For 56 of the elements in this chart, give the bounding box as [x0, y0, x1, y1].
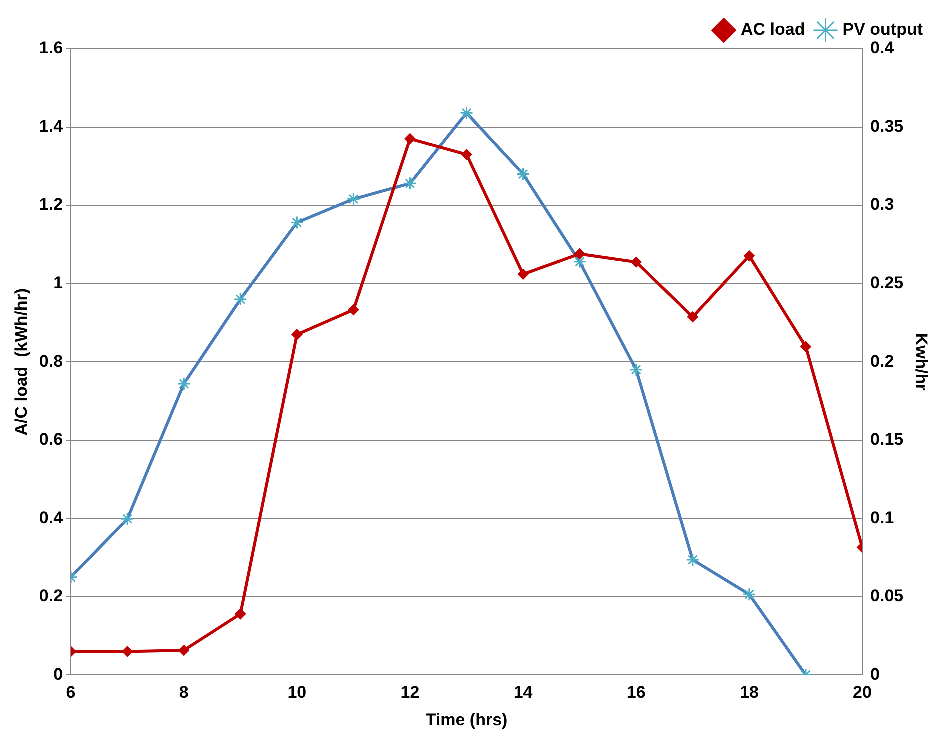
x-tick-label: 8: [179, 683, 189, 702]
y2-tick-label: 0.4: [870, 38, 895, 58]
y-tick-label: 0: [54, 664, 64, 684]
y-tick-label: 0.8: [39, 352, 64, 371]
point: [235, 608, 246, 620]
point: [516, 167, 530, 181]
x-axis-title: Time (hrs): [426, 710, 508, 730]
point: [120, 512, 134, 526]
point: [800, 341, 812, 352]
point: [518, 268, 529, 280]
point: [348, 304, 360, 316]
y2-tick-label: 0.1: [870, 508, 894, 528]
y-tick-label: 0.2: [39, 586, 64, 606]
y2-tick-label: 0.35: [870, 116, 904, 136]
point: [573, 255, 587, 269]
y2-tick-label: 0.25: [870, 274, 904, 293]
point: [742, 588, 756, 602]
x-tick-label: 6: [66, 683, 76, 702]
y-tick-label: 0.6: [39, 430, 64, 450]
point: [178, 645, 190, 656]
x-tick-label: 20: [853, 683, 872, 702]
y2-tick-label: 0: [870, 664, 880, 684]
point: [461, 149, 472, 160]
y-axis-title: A/C load (kWh/hr): [12, 288, 31, 436]
point: [687, 312, 698, 323]
y2-axis-title: Kwh/hr: [912, 333, 932, 392]
point: [292, 329, 303, 340]
x-tick-label: 16: [626, 683, 646, 702]
y-tick-label: 1: [54, 274, 64, 293]
point: [177, 377, 191, 391]
y2-tick-label: 0.15: [870, 430, 904, 450]
point: [630, 363, 644, 377]
y-tick-label: 1.4: [39, 116, 64, 136]
y-tick-label: 0.4: [39, 508, 64, 528]
point: [290, 216, 304, 230]
point: [630, 256, 642, 268]
x-tick-label: 10: [288, 683, 307, 702]
point: [234, 292, 248, 306]
legend-label: PV output: [842, 20, 924, 40]
legend-label: AC load: [741, 20, 806, 40]
point: [686, 553, 700, 567]
x-tick-label: 18: [740, 683, 759, 702]
y-tick-label: 1.2: [39, 195, 64, 214]
point: [403, 176, 417, 190]
y2-tick-label: 0.2: [870, 352, 894, 371]
x-tick-label: 12: [400, 683, 420, 702]
point: [404, 134, 416, 145]
point: [460, 106, 474, 120]
point: [346, 192, 360, 206]
x-tick-label: 14: [514, 683, 534, 702]
point: [122, 646, 134, 658]
y-tick-label: 1.6: [39, 38, 64, 58]
y2-tick-label: 0.3: [870, 195, 894, 214]
y2-tick-label: 0.05: [870, 586, 904, 606]
point: [744, 250, 755, 262]
point: [574, 248, 586, 260]
